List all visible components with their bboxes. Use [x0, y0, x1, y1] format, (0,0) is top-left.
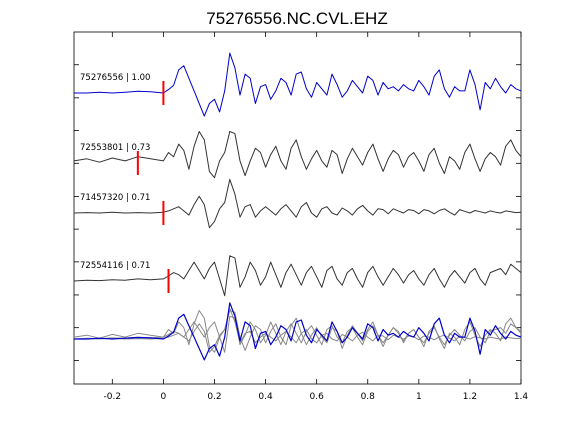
x-tick-label: 0 — [161, 392, 167, 402]
x-tick-label: 1.2 — [463, 392, 477, 402]
plot-frame — [73, 31, 522, 385]
trace-labels: 75276556 | 1.00 72553801 | 0.73 71457320 |… — [80, 73, 150, 271]
x-tick-label: 0.8 — [361, 392, 376, 402]
stack-trace-line — [73, 310, 522, 353]
pick-markers — [136, 81, 170, 293]
trace-line — [73, 255, 522, 297]
trace-label: 71457320 | 0.71 — [80, 193, 150, 203]
x-tick-label: 1 — [416, 392, 422, 402]
x-axis: -0.2 0 0.2 0.4 0.6 0.8 1 1.2 1.4 — [104, 32, 529, 402]
chart-title: 75276556.NC.CVL.EHZ — [206, 9, 387, 28]
stack-trace-line — [73, 308, 522, 353]
x-tick-label: 0.4 — [258, 392, 273, 402]
stacked-traces — [73, 302, 522, 361]
trace-group — [73, 52, 522, 297]
stack-trace-line — [73, 315, 522, 353]
trace-line — [74, 52, 522, 117]
trace-label: 72554116 | 0.71 — [80, 261, 150, 271]
x-tick-label: 1.4 — [514, 392, 529, 402]
y-axis-ticks — [74, 64, 521, 361]
stack-trace-line — [74, 302, 522, 361]
trace-line — [73, 131, 522, 179]
trace-line — [73, 178, 522, 229]
x-tick-label: -0.2 — [104, 392, 122, 402]
x-tick-label: 0.2 — [207, 392, 221, 402]
trace-label: 75276556 | 1.00 — [80, 73, 150, 83]
x-tick-label: 0.6 — [309, 392, 324, 402]
trace-label: 72553801 | 0.73 — [80, 143, 150, 153]
